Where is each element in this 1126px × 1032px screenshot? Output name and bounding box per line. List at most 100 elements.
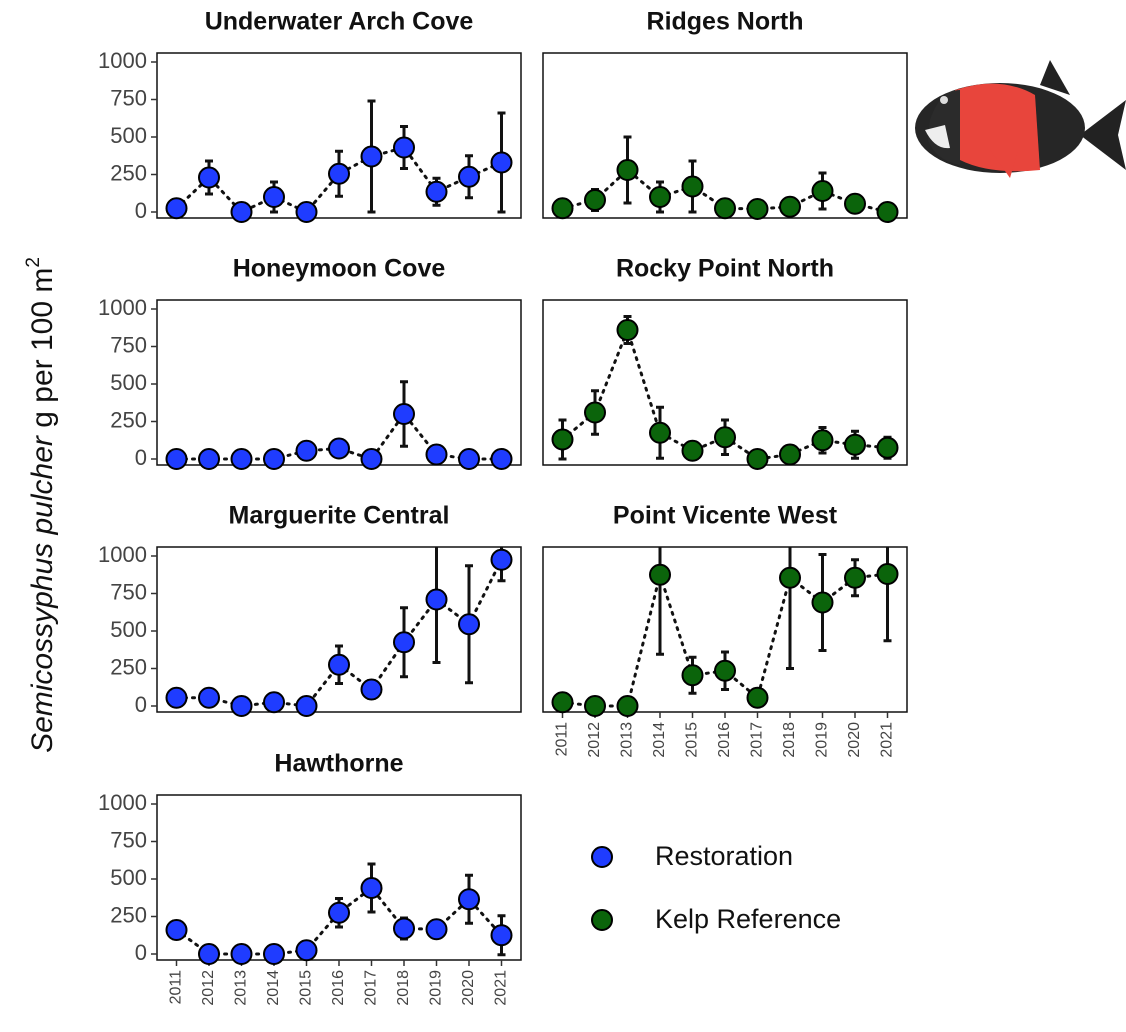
data-point	[876, 201, 899, 223]
panel-title: Rocky Point North	[616, 255, 834, 283]
data-point	[360, 877, 383, 899]
legend-marker	[591, 846, 613, 868]
data-point	[198, 166, 220, 189]
x-tick-label: 2012	[200, 970, 217, 1006]
x-tick-label: 2014	[265, 970, 282, 1006]
data-point	[198, 448, 220, 470]
data-point	[681, 439, 704, 462]
data-point	[714, 426, 736, 449]
x-tick-label: 2017	[363, 970, 380, 1006]
panel-title: Point Vicente West	[613, 502, 838, 530]
data-point	[230, 448, 253, 470]
legend-label: Restoration	[655, 841, 793, 871]
series-line	[175, 145, 503, 214]
data-point	[393, 917, 415, 940]
data-point	[746, 686, 769, 709]
x-tick-label: 2017	[749, 722, 766, 758]
panel-title: Marguerite Central	[229, 502, 450, 530]
x-tick-label: 2011	[554, 722, 571, 757]
y-tick-label: 0	[135, 692, 147, 717]
data-point	[458, 888, 480, 911]
y-tick-label: 750	[110, 332, 147, 357]
data-point	[263, 943, 285, 965]
data-point	[844, 433, 866, 456]
legend-marker	[591, 909, 613, 931]
panel-title: Ridges North	[647, 8, 804, 36]
y-tick-label: 0	[135, 198, 147, 223]
data-point	[360, 448, 383, 470]
x-tick-label: 2011	[168, 970, 185, 1005]
data-point	[165, 448, 188, 470]
data-point	[649, 186, 671, 208]
x-tick-label: 2013	[233, 970, 250, 1006]
x-tick-label: 2020	[846, 722, 863, 758]
data-point	[811, 429, 834, 452]
y-tick-label: 500	[110, 617, 147, 642]
y-tick-label: 250	[110, 902, 147, 927]
panel-title: Underwater Arch Cove	[205, 8, 474, 36]
x-tick-label: 2019	[428, 970, 445, 1006]
y-tick-label: 500	[110, 865, 147, 890]
data-point	[360, 145, 383, 168]
data-point	[844, 192, 866, 215]
data-point	[425, 180, 448, 203]
data-point	[393, 403, 415, 425]
x-tick-label: 2021	[879, 722, 896, 758]
y-tick-label: 250	[110, 654, 147, 679]
y-tick-label: 1000	[98, 542, 147, 567]
x-tick-label: 2014	[651, 722, 668, 758]
data-point	[490, 151, 513, 174]
data-point	[551, 691, 574, 714]
data-point	[425, 918, 448, 941]
data-point	[425, 443, 448, 466]
data-point	[230, 201, 253, 223]
series-line	[175, 885, 503, 956]
panel-frame	[156, 794, 522, 961]
data-point	[263, 186, 285, 208]
legend-label: Kelp Reference	[655, 904, 841, 934]
data-point	[393, 631, 415, 654]
x-tick-label: 2021	[493, 970, 510, 1006]
data-point	[779, 195, 801, 218]
data-point	[328, 653, 350, 676]
data-point	[714, 197, 736, 220]
data-point	[681, 664, 704, 687]
data-point	[393, 136, 415, 159]
data-point	[551, 197, 574, 220]
panel-frame	[156, 546, 522, 713]
data-point	[328, 162, 350, 185]
panel-title: Hawthorne	[274, 750, 403, 778]
y-label-unit: g per 100 m	[26, 268, 59, 436]
y-tick-label: 750	[110, 85, 147, 110]
x-tick-label: 2015	[684, 722, 701, 758]
x-tick-label: 2018	[781, 722, 798, 758]
y-tick-label: 0	[135, 940, 147, 965]
data-point	[811, 180, 834, 202]
data-point	[490, 924, 513, 947]
y-tick-label: 500	[110, 123, 147, 148]
y-axis-label: Semicossyphus pulcher g per 100 m2	[23, 257, 59, 753]
x-tick-label: 2020	[460, 970, 477, 1006]
data-point	[198, 943, 220, 965]
data-point	[490, 548, 513, 571]
data-point	[295, 939, 318, 962]
panel-frame	[156, 299, 522, 466]
data-point	[584, 695, 606, 717]
data-point	[649, 421, 671, 444]
data-point	[876, 436, 899, 459]
y-tick-label: 250	[110, 407, 147, 432]
data-point	[458, 165, 480, 188]
y-tick-label: 0	[135, 445, 147, 470]
data-point	[616, 695, 639, 717]
y-label-exponent: 2	[23, 257, 44, 268]
x-tick-label: 2013	[619, 722, 636, 758]
x-tick-label: 2015	[298, 970, 315, 1006]
data-point	[616, 319, 639, 341]
x-tick-label: 2016	[716, 722, 733, 758]
y-tick-label: 500	[110, 370, 147, 395]
data-point	[198, 686, 220, 709]
data-point	[295, 695, 318, 717]
y-label-species: Semicossyphus pulcher	[26, 435, 59, 753]
